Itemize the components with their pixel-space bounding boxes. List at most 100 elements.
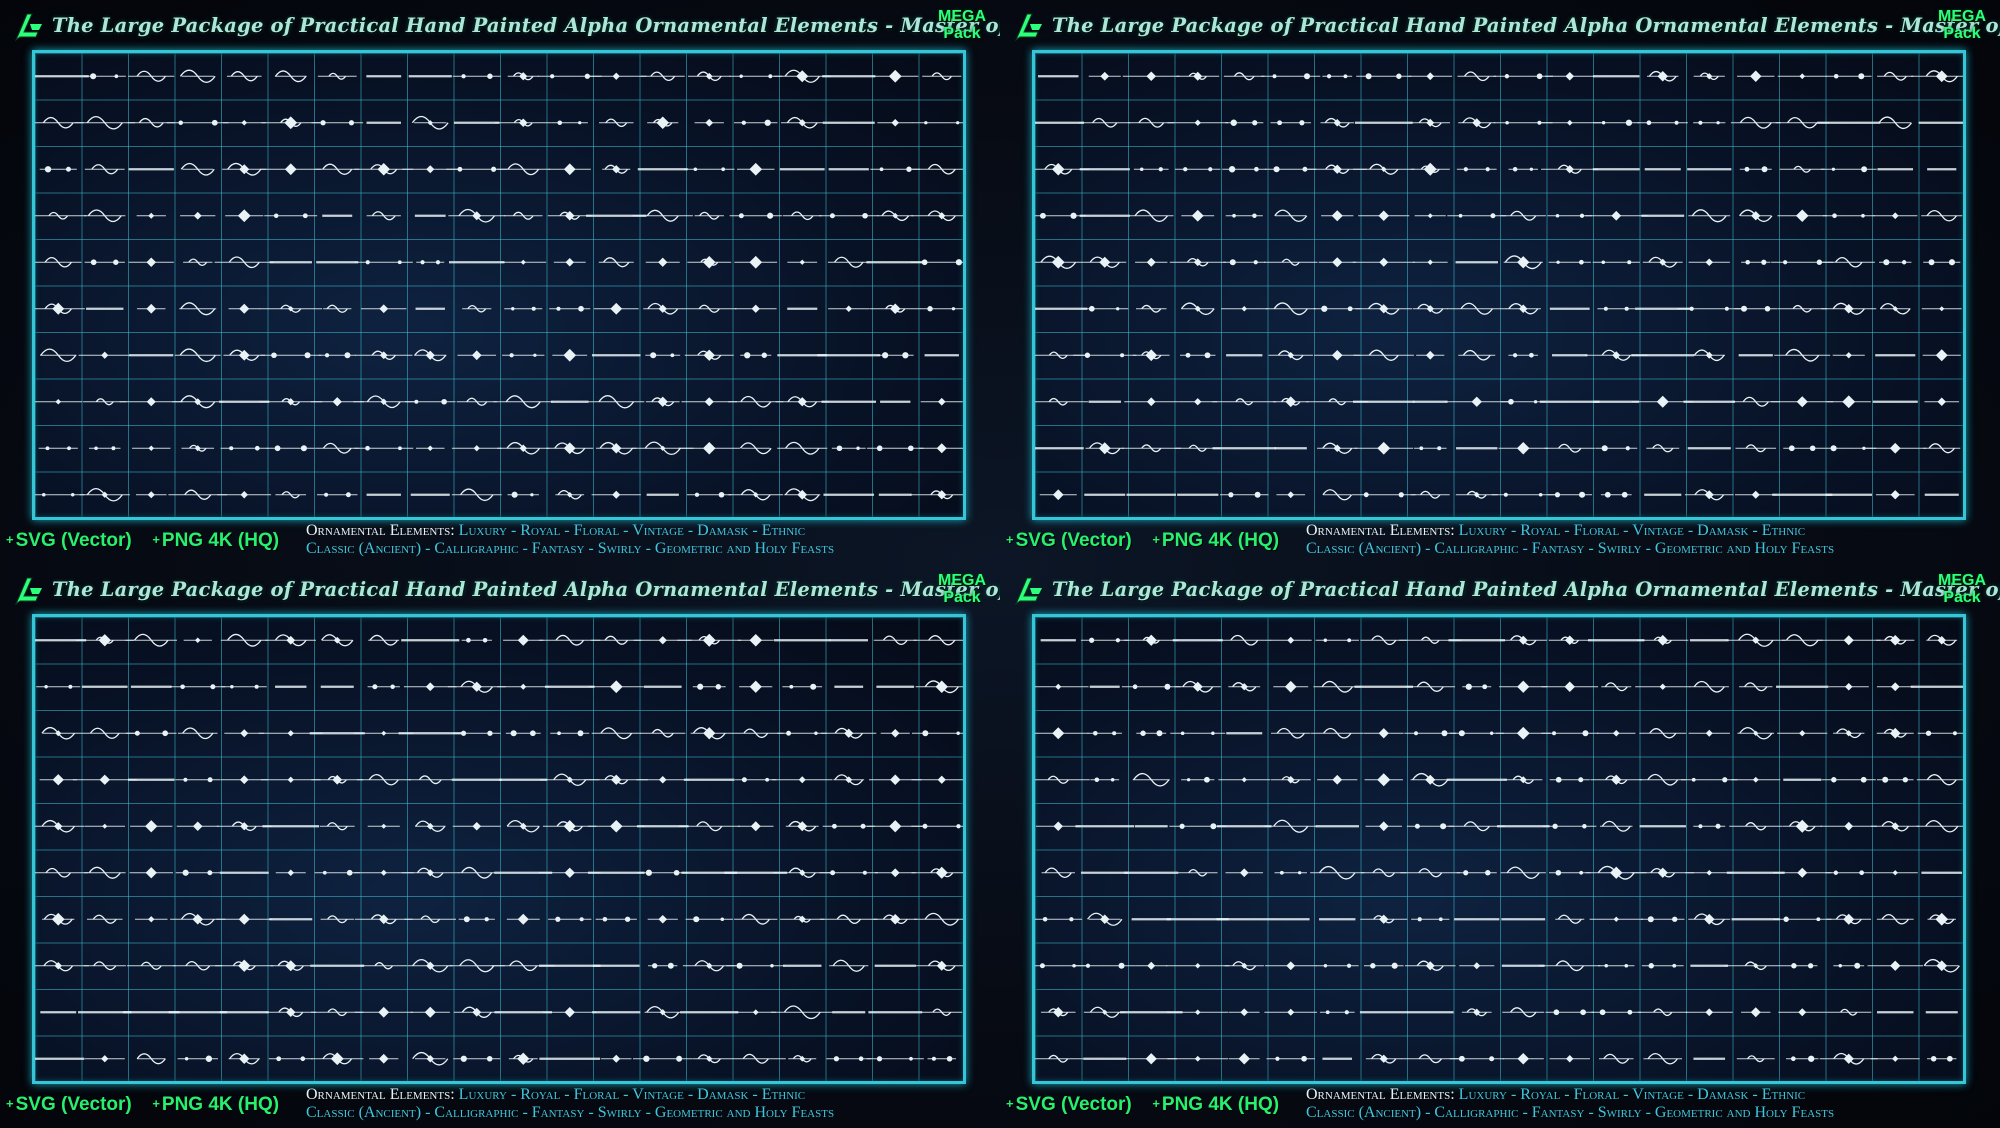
ornament-thumbnail: [83, 398, 127, 406]
ornament-thumbnail: [361, 304, 407, 314]
ornament-thumbnail: [1508, 167, 1539, 172]
ornament-thumbnail: [1548, 635, 1591, 646]
ornament-thumbnail: [734, 304, 777, 313]
category-list: Ornamental Elements: Luxury - Royal - Fl…: [1306, 1086, 1996, 1122]
ornament-thumbnail: [1922, 349, 1961, 362]
ornament-thumbnail: [880, 729, 910, 738]
ornament-thumbnail: [1924, 397, 1960, 407]
panel-header: The Large Package of Practical Hand Pain…: [8, 6, 1000, 46]
ornament-thumbnail: [1878, 116, 1913, 130]
format-tags: + SVG (Vector) + PNG 4K (HQ): [1006, 1094, 1280, 1115]
ornament-thumbnail: [366, 211, 401, 221]
ornament-thumbnail: [1315, 638, 1359, 643]
ornament-thumbnail: [451, 445, 502, 452]
ornament-thumbnail: [1598, 1053, 1634, 1064]
ornament-thumbnail: [1632, 395, 1694, 408]
ornament-thumbnail: [739, 442, 772, 455]
ornament-thumbnail: [647, 914, 678, 924]
ornament-thumbnail: [736, 162, 775, 176]
ornament-thumbnail: [1595, 445, 1638, 452]
ornament-thumbnail: [551, 120, 588, 126]
ornament-logo-icon: [1014, 577, 1042, 606]
ornament-thumbnail: [734, 913, 778, 925]
categories-label: Ornamental Elements:: [306, 522, 455, 539]
ornament-thumbnail: [1833, 962, 1865, 969]
ornament-thumbnail: [130, 820, 173, 833]
ornament-thumbnail: [88, 446, 121, 451]
mega-pack-badge: MEGA Pack: [938, 572, 986, 606]
ornament-thumbnail: [1090, 777, 1120, 783]
ornament-thumbnail: [35, 492, 85, 497]
ornament-thumbnail: [458, 916, 495, 923]
ornament-thumbnail: [593, 302, 639, 315]
panel-footer: + SVG (Vector) + PNG 4K (HQ) Ornamental El…: [1006, 1084, 1996, 1128]
ornament-thumbnail: [1590, 774, 1643, 785]
ornament-thumbnail: [1314, 349, 1361, 361]
ornament-thumbnail: [777, 441, 828, 455]
ornament-thumbnail: [128, 257, 174, 267]
ornament-thumbnail: [323, 304, 352, 313]
ornament-thumbnail: [588, 395, 645, 409]
ornament-thumbnail: [1087, 730, 1122, 736]
ornament-thumbnail: [1503, 255, 1543, 270]
ornament-thumbnail: [179, 302, 217, 316]
ornament-thumbnail: [462, 304, 492, 313]
ornament-thumbnail: [1264, 961, 1317, 971]
ornament-thumbnail: [1832, 352, 1865, 359]
ornament-thumbnail: [1124, 634, 1179, 646]
ornament-thumbnail: [866, 1056, 924, 1062]
ornament-thumbnail: [265, 634, 316, 647]
ornament-thumbnail: [1772, 916, 1832, 922]
ornament-thumbnail: [1414, 213, 1446, 219]
ornament-thumbnail: [1133, 167, 1169, 172]
ornament-thumbnail: [1035, 255, 1084, 269]
ornament-thumbnail: [1225, 868, 1264, 878]
ornament-thumbnail: [877, 119, 914, 127]
ornament-thumbnail: [1786, 1055, 1819, 1062]
ornament-thumbnail: [728, 395, 784, 408]
ornament-thumbnail: [318, 352, 356, 359]
ornament-thumbnail: [870, 166, 921, 172]
ornament-thumbnail: [404, 915, 457, 924]
ornament-thumbnail: [1735, 444, 1777, 453]
ornament-thumbnail: [1593, 119, 1640, 126]
category-list: Ornamental Elements: Luxury - Royal - Fl…: [306, 522, 996, 558]
ornament-thumbnail: [84, 823, 125, 829]
ornament-thumbnail: [1447, 213, 1507, 219]
preview-panel-4: The Large Package of Practical Hand Pain…: [1000, 564, 2000, 1128]
ornament-thumbnail: [1456, 167, 1497, 172]
ornament-thumbnail: [1174, 167, 1221, 172]
ornament-thumbnail: [910, 259, 963, 266]
ornament-thumbnail: [1828, 682, 1869, 691]
ornament-thumbnail: [311, 120, 364, 126]
ornament-thumbnail: [912, 121, 963, 125]
ornament-thumbnail: [1923, 259, 1961, 266]
ornament-thumbnail: [40, 348, 77, 363]
ornament-thumbnail: [1221, 306, 1268, 312]
ornament-thumbnail: [177, 727, 218, 740]
ornament-thumbnail: [360, 962, 408, 970]
ornament-thumbnail: [1639, 773, 1687, 786]
ornament-thumbnail: [275, 869, 306, 877]
ornament-thumbnail: [725, 1053, 786, 1064]
ornament-thumbnail: [451, 488, 502, 502]
ornament-thumbnail: [1876, 727, 1914, 739]
ornament-thumbnail: [734, 255, 778, 269]
ornament-thumbnail: [275, 491, 307, 499]
ornament-thumbnail: [601, 1054, 632, 1063]
ornament-thumbnail: [1500, 866, 1546, 880]
ornament-thumbnail: [1737, 70, 1775, 82]
ornament-thumbnail: [1504, 775, 1543, 784]
ornament-thumbnail: [682, 304, 737, 313]
ornament-thumbnail: [1731, 776, 1781, 783]
categories-line-1: Luxury - Royal - Floral - Vintage - Dama…: [458, 522, 806, 539]
ornament-thumbnail: [1404, 730, 1457, 737]
ornament-thumbnail: [1916, 774, 1963, 786]
ornament-thumbnail: [42, 912, 75, 926]
ornament-thumbnail: [35, 819, 85, 833]
ornament-thumbnail: [1921, 209, 1963, 222]
ornament-thumbnail: [135, 916, 168, 923]
panel-header: The Large Package of Practical Hand Pain…: [8, 570, 1000, 610]
ornament-thumbnail: [645, 396, 680, 407]
ornament-thumbnail: [1122, 71, 1180, 82]
